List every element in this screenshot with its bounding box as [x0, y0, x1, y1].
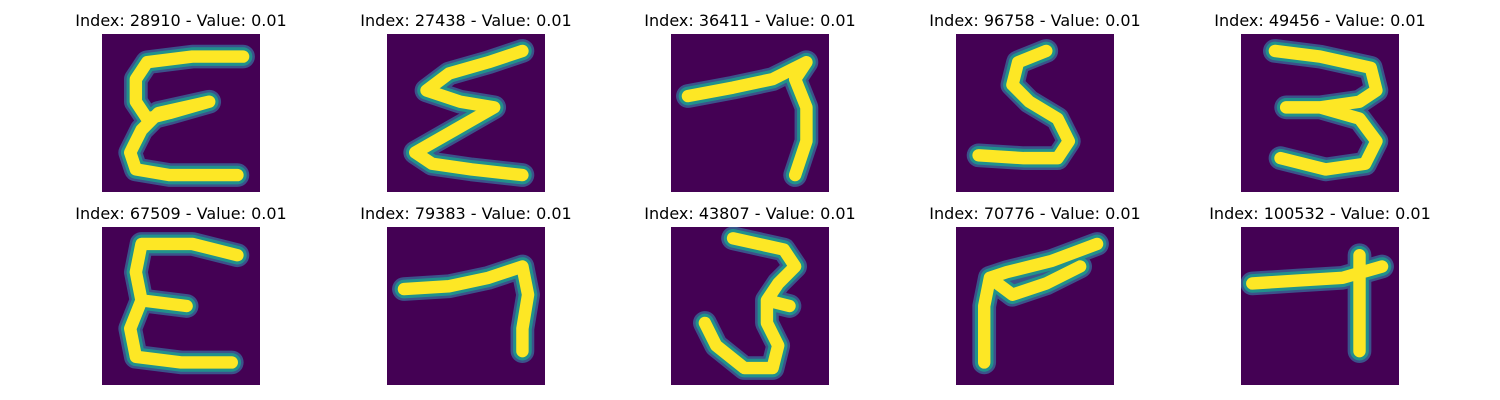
panel-title: Index: 43807 - Value: 0.01 [644, 204, 856, 223]
digit-image [956, 34, 1114, 192]
panel-title: Index: 96758 - Value: 0.01 [929, 11, 1141, 30]
digit-stroke-layer-3 [681, 56, 813, 182]
digit-image [102, 34, 260, 192]
digit-stroke-layer-3 [124, 237, 244, 369]
panel-title: Index: 28910 - Value: 0.01 [75, 11, 287, 30]
digit-stroke-layer-3 [1268, 44, 1383, 176]
digit-image [671, 34, 829, 192]
panel-title: Index: 27438 - Value: 0.01 [360, 11, 572, 30]
digit-stroke-layer-3 [698, 232, 802, 375]
digit-image [671, 227, 829, 385]
panel-title: Index: 70776 - Value: 0.01 [929, 204, 1141, 223]
digit-image [1241, 227, 1399, 385]
digit-stroke-layer-3 [124, 50, 250, 182]
panel-title: Index: 36411 - Value: 0.01 [644, 11, 856, 30]
digit-stroke-layer-3 [978, 237, 1104, 369]
digit-image [387, 227, 545, 385]
digit-image [387, 34, 545, 192]
digit-image [956, 227, 1114, 385]
digit-image [102, 227, 260, 385]
panel-title: Index: 49456 - Value: 0.01 [1214, 11, 1426, 30]
digit-stroke-layer-3 [397, 260, 535, 358]
panel-title: Index: 67509 - Value: 0.01 [75, 204, 287, 223]
panel-title: Index: 79383 - Value: 0.01 [360, 204, 572, 223]
digit-image [1241, 34, 1399, 192]
digit-stroke-layer-3 [409, 44, 529, 182]
panel-title: Index: 100532 - Value: 0.01 [1209, 204, 1431, 223]
digit-stroke-layer-3 [1246, 249, 1389, 358]
digit-stroke-layer-3 [972, 44, 1076, 165]
